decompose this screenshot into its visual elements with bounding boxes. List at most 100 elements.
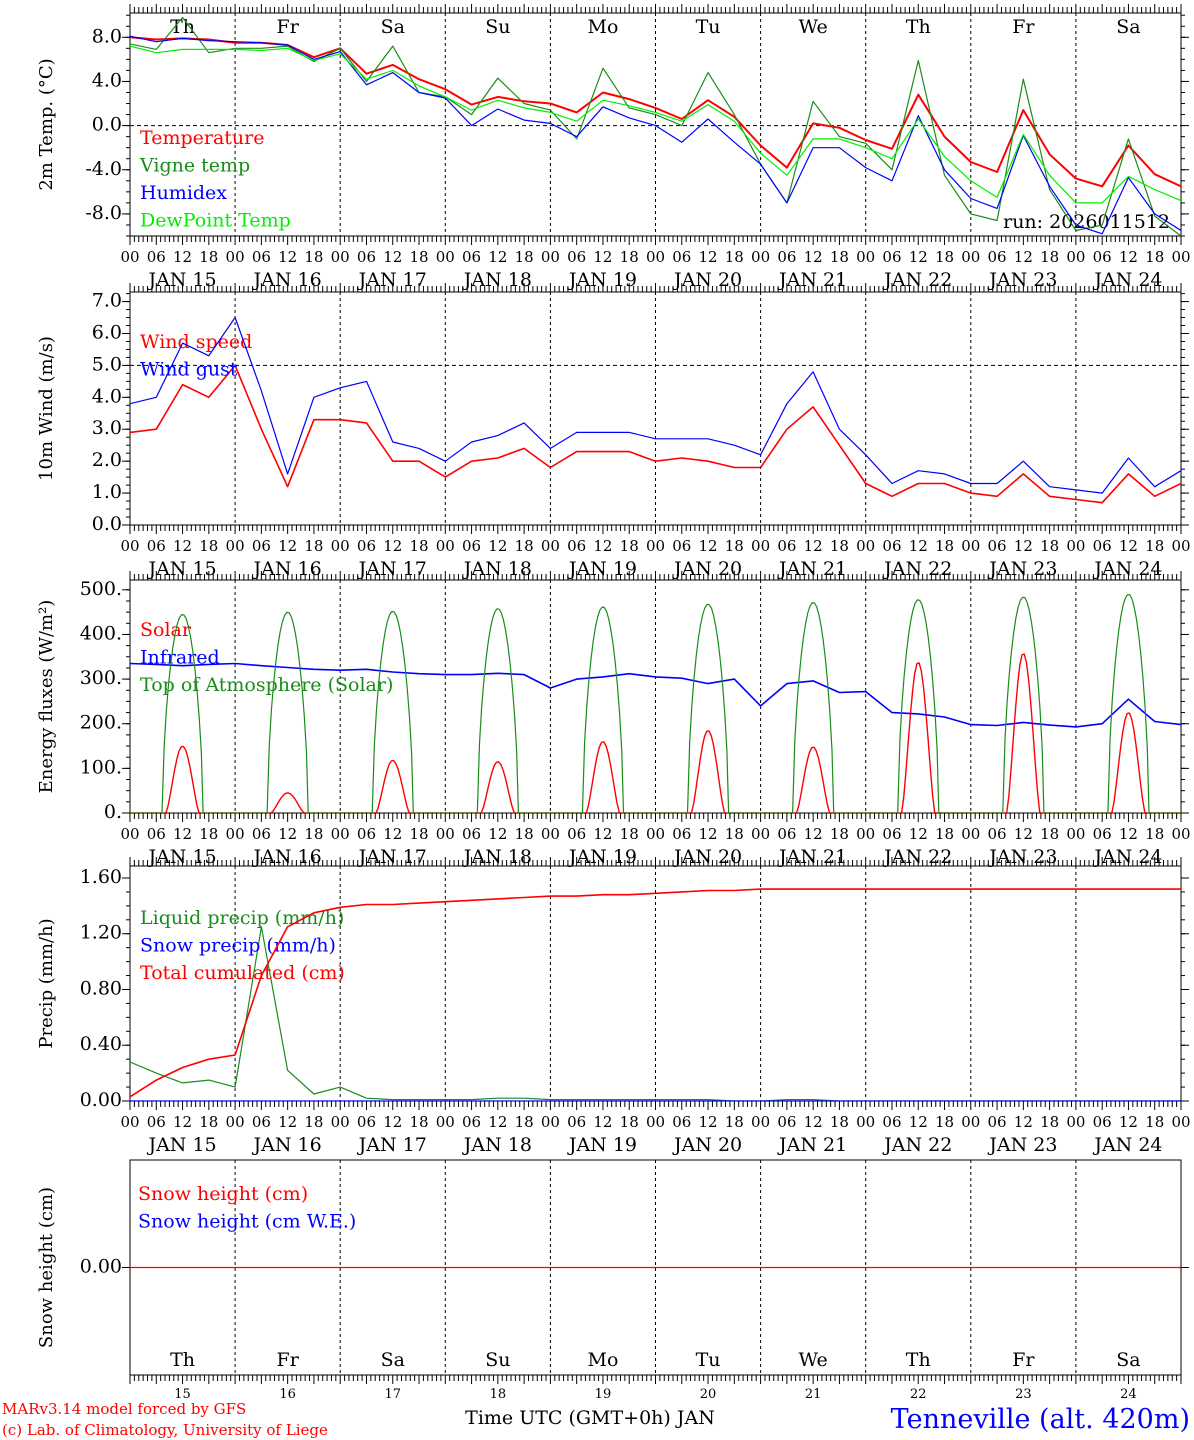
- series-line-wind-gust: [130, 316, 1181, 494]
- legend-entry: Wind gust: [140, 359, 238, 381]
- hour-label: 06: [357, 825, 376, 843]
- series-line-temperature: [130, 36, 1181, 188]
- hour-label: 00: [751, 537, 770, 555]
- date-label: JAN 19: [567, 1134, 637, 1156]
- weekday-label: Sa: [381, 1349, 405, 1371]
- hour-label: 18: [409, 1113, 428, 1131]
- series-line-solar: [130, 653, 1181, 813]
- date-label: JAN 22: [882, 558, 952, 580]
- hour-label: 18: [1145, 825, 1164, 843]
- hour-label: 06: [1093, 1113, 1112, 1131]
- hour-label: 00: [646, 1113, 665, 1131]
- hour-label: 06: [357, 537, 376, 555]
- hour-label: 00: [1171, 1113, 1190, 1131]
- hour-label: 06: [147, 248, 166, 266]
- hour-label: 00: [961, 1113, 980, 1131]
- hour-label: 12: [1119, 825, 1138, 843]
- hour-label: 12: [383, 1113, 402, 1131]
- legend-entry: Total cumulated (cm): [140, 962, 345, 984]
- hour-label: 00: [856, 537, 875, 555]
- date-label: JAN 15: [146, 1134, 216, 1156]
- date-label: JAN 21: [777, 558, 847, 580]
- legend-entry: DewPoint Temp: [140, 210, 291, 232]
- date-label: JAN 17: [357, 846, 427, 868]
- hour-label: 18: [725, 248, 744, 266]
- hour-label: 18: [620, 825, 639, 843]
- weekday-label: Tu: [696, 16, 721, 38]
- hour-label: 18: [304, 537, 323, 555]
- hour-label: 00: [120, 1113, 139, 1131]
- hour-label: 18: [830, 825, 849, 843]
- hour-label: 06: [252, 825, 271, 843]
- hour-label: 06: [252, 537, 271, 555]
- day-number: 21: [805, 1387, 822, 1402]
- hour-label: 00: [646, 537, 665, 555]
- hour-label: 18: [935, 248, 954, 266]
- hour-label: 00: [1171, 248, 1190, 266]
- y-axis-title: 10m Wind (m/s): [36, 336, 57, 481]
- hour-label: 12: [1119, 248, 1138, 266]
- hour-label: 00: [1171, 537, 1190, 555]
- y-tick-label: 1.0: [92, 481, 122, 503]
- hour-label: 18: [830, 1113, 849, 1131]
- panel-1: 8.0 4.0 0.0 -4.0 -8.0 2m Temp. (°C) 00 06 12 18 JA…: [36, 4, 1191, 291]
- date-label: JAN 20: [672, 269, 742, 291]
- hour-label: 06: [777, 248, 796, 266]
- hour-label: 06: [567, 1113, 586, 1131]
- hour-label: 00: [751, 248, 770, 266]
- hour-label: 00: [331, 248, 350, 266]
- hour-label: 06: [567, 825, 586, 843]
- y-tick-label: 4.0: [92, 69, 122, 91]
- hour-label: 00: [856, 1113, 875, 1131]
- hour-label: 00: [331, 825, 350, 843]
- y-tick-label: 400.: [80, 622, 122, 644]
- hour-label: 00: [646, 248, 665, 266]
- hour-label: 00: [751, 825, 770, 843]
- date-label: JAN 18: [462, 269, 532, 291]
- hour-label: 12: [383, 825, 402, 843]
- hour-label: 00: [436, 537, 455, 555]
- hour-label: 00: [1066, 825, 1085, 843]
- hour-label: 00: [541, 248, 560, 266]
- x-axis-title: Time UTC (GMT+0h) JAN: [465, 1407, 715, 1429]
- date-label: JAN 21: [777, 269, 847, 291]
- hour-label: 00: [1066, 537, 1085, 555]
- legend-entry: Top of Atmosphere (Solar): [140, 674, 393, 696]
- hour-label: 06: [777, 1113, 796, 1131]
- y-tick-label: 200.: [80, 712, 122, 734]
- hour-label: 06: [777, 537, 796, 555]
- hour-label: 06: [882, 825, 901, 843]
- y-tick-label: 0.80: [80, 977, 122, 999]
- panel-3: 500. 400. 300. 200. 100. 0. Energy fluxes (W/m…: [36, 571, 1191, 868]
- y-tick-label: -8.0: [85, 202, 122, 224]
- date-label: JAN 17: [357, 1134, 427, 1156]
- day-number: 22: [910, 1387, 927, 1402]
- weekday-label: Sa: [1116, 1349, 1140, 1371]
- date-label: JAN 19: [567, 269, 637, 291]
- hour-label: 18: [515, 825, 534, 843]
- y-tick-label: 7.0: [92, 290, 122, 312]
- weekday-label: Sa: [1116, 16, 1140, 38]
- hour-label: 00: [856, 825, 875, 843]
- hour-label: 00: [751, 1113, 770, 1131]
- hour-label: 12: [278, 1113, 297, 1131]
- y-axis-title: Precip (mm/h): [36, 918, 57, 1048]
- y-tick-label: 8.0: [92, 25, 122, 47]
- y-tick-label: 1.20: [80, 922, 122, 944]
- hour-label: 06: [357, 248, 376, 266]
- hour-label: 06: [672, 825, 691, 843]
- hour-label: 06: [672, 537, 691, 555]
- legend-entry: Infrared: [140, 647, 220, 669]
- date-label: JAN 16: [252, 846, 322, 868]
- hour-label: 00: [120, 248, 139, 266]
- weekday-label: Su: [485, 16, 510, 38]
- y-tick-label: -4.0: [85, 158, 122, 180]
- hour-label: 06: [672, 1113, 691, 1131]
- hour-label: 00: [1171, 825, 1190, 843]
- hour-label: 06: [1093, 248, 1112, 266]
- hour-label: 00: [541, 1113, 560, 1131]
- date-label: JAN 23: [987, 558, 1057, 580]
- date-label: JAN 16: [252, 269, 322, 291]
- hour-label: 18: [830, 537, 849, 555]
- legend-entry: Snow height (cm W.E.): [138, 1211, 356, 1233]
